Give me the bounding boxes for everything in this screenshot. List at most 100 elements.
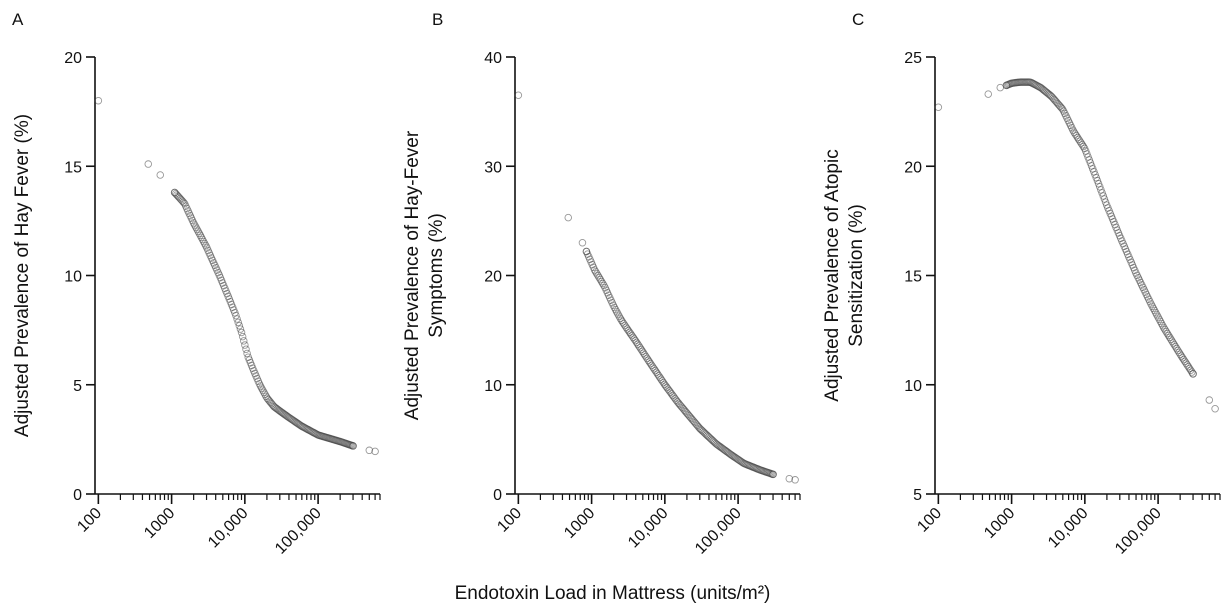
data-point — [514, 91, 523, 99]
x-tick-label: 10,000 — [625, 505, 672, 552]
data-point — [261, 390, 269, 399]
data-point — [242, 345, 250, 354]
x-tick-label: 10,000 — [1045, 505, 1092, 552]
data-points — [514, 91, 799, 484]
y-tick-label: 5 — [913, 487, 922, 504]
data-point — [243, 349, 251, 358]
data-point — [1211, 405, 1219, 413]
data-point — [190, 221, 199, 229]
data-point — [1058, 105, 1067, 113]
y-axis-title: Adjusted Prevalence of Hay-Fever — [402, 130, 423, 420]
data-point — [349, 442, 357, 450]
data-point — [236, 325, 245, 333]
data-point — [371, 447, 379, 456]
data-point — [597, 277, 606, 286]
data-point — [1161, 326, 1169, 334]
data-point — [616, 314, 625, 323]
data-point — [179, 198, 188, 207]
data-points — [94, 96, 379, 456]
y-tick-label: 25 — [904, 50, 922, 67]
data-point — [769, 470, 777, 479]
data-point — [934, 103, 943, 111]
data-point — [1171, 342, 1180, 351]
data-point — [144, 160, 152, 168]
data-point — [590, 266, 599, 274]
panel-c: C 5 10 15 20 25 100 1000 10,000 100,000 Adjusted P… — [822, 10, 1221, 558]
y-tick-label: 30 — [484, 159, 502, 176]
data-point — [596, 275, 605, 284]
y-tick-label: 15 — [64, 159, 82, 176]
y-tick-label: 10 — [904, 378, 922, 395]
y-tick-label: 20 — [64, 50, 82, 67]
data-point — [578, 238, 587, 247]
y-tick-label: 0 — [493, 487, 502, 504]
data-point — [235, 321, 244, 330]
data-point — [257, 384, 266, 392]
data-point — [365, 446, 374, 455]
data-point — [791, 476, 799, 484]
panel-a: A 0 5 10 15 20 100 1000 10,000 100,000 Adjusted Pr… — [12, 10, 381, 558]
x-axis-title: Endotoxin Load in Mattress (units/m²) — [454, 583, 771, 604]
x-tick-label: 100 — [914, 505, 945, 536]
data-point — [1189, 370, 1197, 378]
x-tick-label: 100 — [494, 505, 525, 536]
data-point — [192, 223, 200, 231]
y-tick-label: 10 — [64, 269, 82, 286]
x-tick-label: 100 — [74, 505, 105, 536]
data-point — [1170, 341, 1179, 349]
data-point — [984, 90, 993, 98]
y-tick-label: 0 — [73, 487, 82, 504]
data-point — [1174, 346, 1182, 355]
x-tick-label: 1000 — [981, 505, 1018, 542]
data-point — [241, 341, 249, 349]
data-point — [240, 337, 248, 345]
x-tick-label: 1000 — [141, 505, 178, 542]
data-points — [934, 78, 1219, 413]
data-point — [94, 96, 103, 105]
data-point — [1160, 324, 1168, 332]
y-tick-label: 40 — [484, 50, 502, 67]
data-point — [1163, 329, 1172, 338]
y-tick-label: 10 — [484, 378, 502, 395]
data-point — [1079, 142, 1088, 151]
x-tick-label: 10,000 — [205, 505, 252, 552]
y-axis-title: Adjusted Prevalence of Atopic — [822, 149, 843, 401]
panel-b: B 0 10 20 30 40 100 1000 10,000 100,000 Adjusted P… — [402, 10, 801, 558]
data-point — [1175, 348, 1183, 357]
data-point — [595, 273, 604, 282]
data-point — [194, 227, 202, 235]
y-tick-label: 15 — [904, 269, 922, 286]
data-point — [593, 270, 601, 278]
data-point — [189, 219, 198, 227]
data-point — [193, 225, 201, 233]
data-point — [1172, 344, 1181, 353]
x-tick-label: 1000 — [561, 505, 598, 542]
data-point — [260, 388, 268, 396]
data-point — [195, 229, 203, 237]
y-tick-label: 20 — [484, 269, 502, 286]
data-point — [237, 328, 246, 337]
data-point — [785, 474, 794, 483]
data-point — [1169, 339, 1177, 347]
y-axis-title: Adjusted Prevalence of Hay Fever (%) — [12, 114, 33, 437]
data-point — [1168, 337, 1176, 345]
data-point — [1162, 327, 1170, 336]
y-axis-title: Sensitization (%) — [846, 204, 867, 347]
panel-letter: B — [432, 10, 443, 29]
data-point — [156, 171, 164, 179]
data-point — [594, 272, 602, 280]
data-point — [232, 311, 240, 320]
data-point — [564, 213, 573, 222]
data-point — [1165, 333, 1174, 342]
data-point — [1069, 126, 1077, 134]
x-tick-label: 100,000 — [692, 505, 745, 558]
data-point — [258, 386, 267, 394]
data-point — [178, 197, 187, 205]
data-point — [1205, 396, 1214, 404]
data-point — [996, 83, 1005, 92]
data-point — [1056, 102, 1064, 111]
data-point — [233, 315, 241, 323]
y-axis-title: Symptoms (%) — [426, 213, 447, 338]
panel-letter: C — [852, 10, 864, 29]
